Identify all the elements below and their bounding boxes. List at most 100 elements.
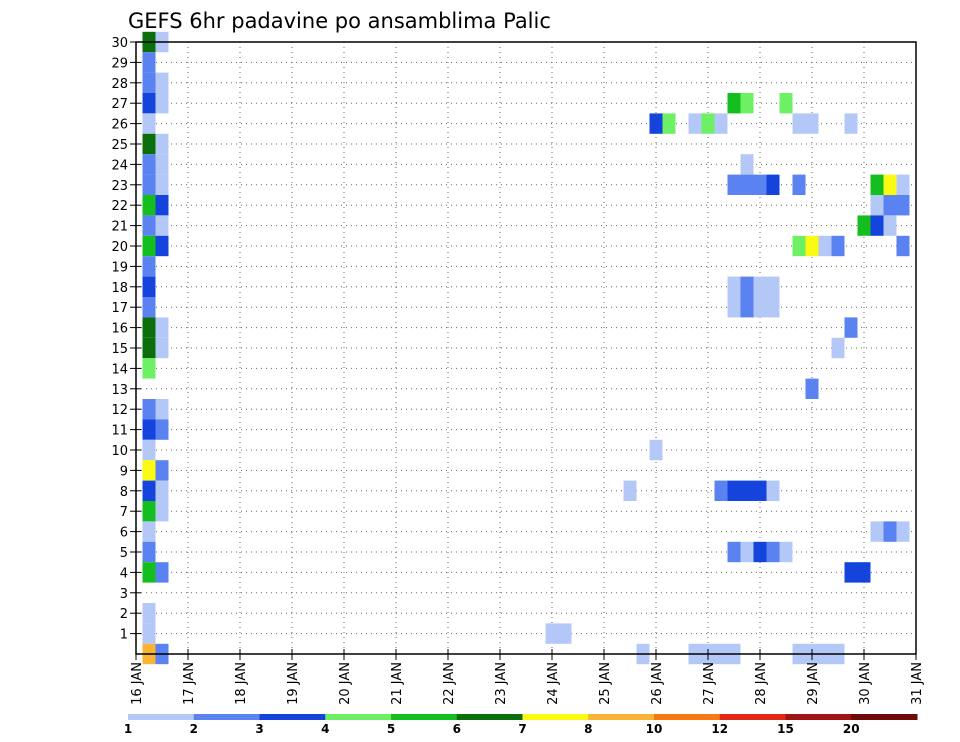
y-tick-label: 20 — [111, 240, 128, 255]
legend-label: 6 — [453, 722, 461, 736]
x-tick-label: 24 JAN — [546, 662, 561, 705]
legend-swatch — [719, 714, 786, 720]
legend-label: 4 — [321, 722, 329, 736]
heatmap-cell — [155, 72, 169, 93]
y-tick-label: 5 — [120, 546, 128, 561]
y-tick-label: 21 — [111, 220, 128, 235]
y-tick-label: 27 — [111, 97, 128, 112]
heatmap-cell — [740, 174, 754, 195]
legend-swatch — [325, 714, 392, 720]
heatmap-cell — [142, 603, 156, 624]
heatmap-cell — [155, 562, 169, 583]
legend-swatch — [785, 714, 852, 720]
y-tick-label: 14 — [111, 362, 128, 377]
legend-swatch — [654, 714, 721, 720]
heatmap-cell — [142, 215, 156, 236]
heatmap-cell — [545, 623, 559, 644]
heatmap-cell — [142, 195, 156, 216]
heatmap-cell — [142, 439, 156, 461]
heatmap-cell — [688, 113, 702, 134]
legend-swatch — [391, 714, 458, 720]
heatmap-cell — [155, 174, 169, 195]
heatmap-cell — [766, 276, 780, 297]
heatmap-cell — [142, 317, 156, 338]
heatmap-cell — [155, 133, 169, 155]
heatmap-cell — [753, 541, 767, 563]
y-tick-label: 22 — [111, 199, 128, 214]
x-tick-label: 22 JAN — [442, 662, 457, 705]
heatmap-cell — [896, 235, 910, 257]
heatmap-cell — [142, 480, 156, 501]
heatmap-cell — [727, 480, 741, 501]
heatmap-cell — [142, 562, 156, 583]
heatmap-cell — [155, 215, 169, 236]
heatmap-cell — [142, 133, 156, 155]
heatmap-cell — [857, 562, 871, 583]
heatmap-cell — [792, 113, 806, 134]
heatmap-cell — [155, 399, 169, 420]
heatmap-cell — [805, 378, 819, 399]
heatmap-cell — [558, 623, 572, 644]
heatmap-cell — [714, 113, 728, 134]
legend-label: 15 — [777, 722, 794, 736]
heatmap-cell — [870, 195, 884, 216]
legend-label: 7 — [518, 722, 526, 736]
heatmap-cell — [831, 337, 845, 359]
heatmap-cell — [142, 358, 156, 379]
heatmap-cell — [883, 174, 897, 195]
heatmap-cell — [792, 174, 806, 195]
heatmap-cell — [142, 460, 156, 481]
heatmap-cell — [142, 113, 156, 134]
heatmap-cell — [896, 195, 910, 216]
heatmap-cell — [649, 439, 663, 461]
legend-swatch — [588, 714, 655, 720]
y-tick-label: 17 — [111, 301, 128, 316]
heatmap-cell — [727, 541, 741, 563]
y-tick-label: 12 — [111, 403, 128, 418]
heatmap-cell — [727, 93, 741, 114]
y-tick-label: 11 — [111, 424, 128, 439]
y-tick-label: 2 — [120, 607, 128, 622]
heatmap-cell — [727, 276, 741, 297]
y-tick-label: 23 — [111, 179, 128, 194]
heatmap-cell — [779, 541, 793, 563]
y-tick-label: 10 — [111, 444, 128, 459]
heatmap-cell — [740, 154, 754, 175]
heatmap-cell — [155, 93, 169, 114]
heatmap-cell — [727, 174, 741, 195]
heatmap-cell — [155, 460, 169, 481]
legend-label: 8 — [584, 722, 592, 736]
legend-label: 10 — [646, 722, 663, 736]
legend-label: 12 — [711, 722, 728, 736]
heatmap-cell — [870, 521, 884, 542]
x-tick-label: 18 JAN — [234, 662, 249, 705]
heatmap-cell — [142, 297, 156, 318]
heatmap-cell — [740, 297, 754, 318]
y-tick-label: 3 — [120, 587, 128, 602]
heatmap-cell — [142, 154, 156, 175]
heatmap-cell — [844, 113, 858, 134]
heatmap-cell — [857, 215, 871, 236]
heatmap-cell — [805, 235, 819, 257]
y-tick-label: 25 — [111, 138, 128, 153]
y-axis-ticks: 1234567891011121314151617181920212223242… — [111, 36, 141, 643]
heatmap-cell — [740, 93, 754, 114]
heatmap-cell — [779, 93, 793, 114]
y-tick-label: 8 — [120, 485, 128, 500]
legend-label: 5 — [387, 722, 395, 736]
legend-swatch — [851, 714, 918, 720]
heatmap-cell — [142, 521, 156, 542]
heatmap-cell — [142, 52, 156, 73]
x-axis-ticks: 16 JAN 17 JAN 18 JAN 19 JAN 20 JAN 21 JAN 22 J… — [130, 649, 925, 705]
x-tick-label: 29 JAN — [806, 662, 821, 705]
y-tick-label: 4 — [120, 566, 128, 581]
heatmap-cell — [740, 541, 754, 563]
color-legend: 1 2 3 4 5 6 7 8 10 12 15 20 — [124, 714, 918, 736]
x-tick-label: 28 JAN — [754, 662, 769, 705]
heatmap-cell — [662, 113, 676, 134]
heatmap-cell — [766, 174, 780, 195]
heatmap-cell — [740, 276, 754, 297]
x-tick-label: 30 JAN — [858, 662, 873, 705]
x-tick-label: 27 JAN — [702, 662, 717, 705]
chart-title: GEFS 6hr padavine po ansamblima Palic — [128, 9, 551, 33]
